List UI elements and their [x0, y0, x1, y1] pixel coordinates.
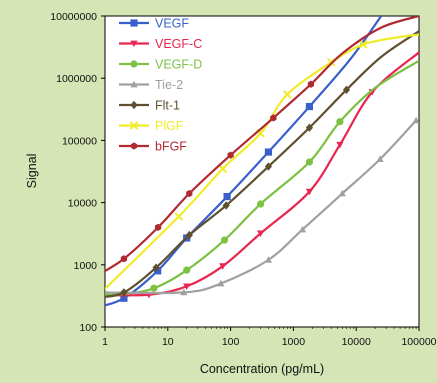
legend-label: bFGF: [155, 140, 187, 154]
data-point: [305, 158, 314, 166]
data-point: [336, 141, 344, 149]
legend-item: VEGF-D: [119, 58, 202, 72]
x-tick-label: 1000: [282, 336, 306, 348]
data-point: [305, 123, 314, 132]
series-plgf: [105, 33, 419, 291]
data-point: [154, 267, 162, 275]
y-axis-title: Signal: [25, 154, 39, 189]
marker-stroke: [174, 212, 184, 221]
legend-label: VEGF-C: [155, 37, 202, 51]
y-tick-label: 100000: [62, 135, 97, 147]
data-point: [150, 284, 158, 292]
data-point: [223, 192, 231, 201]
legend-item: PlGF: [119, 119, 184, 133]
legend-label: VEGF: [155, 17, 189, 31]
data-point: [183, 266, 191, 274]
marker-stroke: [256, 129, 265, 138]
data-point: [283, 90, 292, 99]
marker-stroke: [283, 90, 292, 99]
data-point: [152, 263, 160, 272]
data-point: [130, 19, 138, 27]
series-curves: [105, 16, 419, 307]
legend-label: Tie-2: [155, 78, 183, 92]
data-point: [222, 201, 230, 210]
y-tick-label: 10000000: [50, 11, 97, 23]
x-tick-label: 100: [222, 336, 240, 348]
data-point: [298, 225, 307, 233]
data-point: [130, 100, 138, 110]
data-point: [305, 102, 314, 111]
data-point: [220, 236, 229, 244]
marker-stroke: [218, 164, 228, 174]
legend-item: bFGF: [119, 140, 187, 154]
data-point: [270, 114, 277, 122]
y-tick-label: 1000000: [56, 73, 97, 85]
legend-item: Tie-2: [119, 78, 183, 92]
series-tie-2: [105, 116, 419, 296]
series-line: [105, 30, 419, 298]
x-axis-title: Concentration (pg/mL): [200, 362, 324, 376]
data-point: [336, 118, 344, 126]
data-point: [412, 116, 419, 124]
legend-label: Flt-1: [155, 99, 180, 113]
data-point: [307, 80, 315, 88]
data-point: [256, 200, 265, 208]
data-point: [130, 142, 138, 150]
x-tick-label: 10000: [342, 336, 371, 348]
data-point: [183, 283, 191, 290]
marker-stroke: [359, 40, 368, 49]
data-point: [219, 263, 227, 270]
data-point: [130, 40, 138, 48]
data-point: [120, 294, 128, 302]
data-point: [359, 40, 368, 49]
data-point: [227, 151, 234, 159]
legend-label: PlGF: [155, 119, 184, 133]
data-point: [154, 223, 162, 231]
y-tick-label: 10000: [68, 198, 97, 210]
marker-stroke: [129, 121, 139, 130]
data-point: [186, 189, 193, 198]
y-tick-label: 100: [79, 322, 97, 334]
x-tick-label: 1: [102, 336, 108, 348]
series-flt-1: [105, 30, 419, 298]
legend-item: VEGF: [119, 17, 189, 31]
series-line: [105, 16, 419, 273]
data-point: [185, 230, 193, 240]
data-point: [218, 164, 228, 174]
data-point: [217, 279, 225, 287]
data-point: [129, 121, 139, 130]
legend-item: Flt-1: [119, 99, 180, 113]
legend: VEGF VEGF-C VEGF-D Tie-2 Flt-1 PlGF bFGF: [119, 17, 202, 154]
axes: 1 10 100 1000 10000 100000 100 1000 10000 100000 1…: [50, 11, 436, 348]
data-point: [130, 60, 138, 68]
data-point: [120, 255, 128, 263]
data-point: [305, 188, 314, 196]
y-tick-label: 1000: [74, 260, 98, 272]
legend-label: VEGF-D: [155, 58, 202, 72]
data-point: [376, 155, 384, 163]
legend-item: VEGF-C: [119, 37, 202, 51]
data-point: [174, 212, 184, 221]
data-point: [264, 162, 273, 171]
series-bfgf: [105, 16, 419, 273]
data-point: [120, 288, 128, 297]
data-point: [264, 148, 273, 156]
data-point: [338, 189, 346, 197]
x-tick-label: 100000: [401, 336, 436, 348]
data-point: [342, 85, 351, 95]
data-point: [264, 256, 273, 263]
data-point: [180, 288, 188, 296]
x-tick-label: 10: [162, 336, 174, 348]
data-point: [130, 80, 138, 88]
data-point: [256, 230, 265, 237]
